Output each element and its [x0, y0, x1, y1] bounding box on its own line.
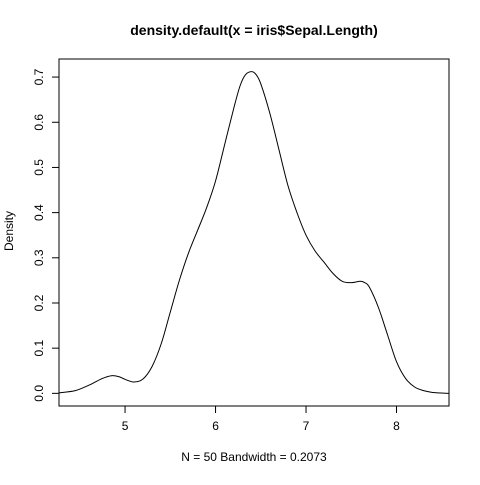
- y-axis-label: Density: [2, 211, 16, 251]
- x-tick-label: 8: [393, 419, 400, 433]
- x-tick-label: 7: [303, 419, 310, 433]
- series-layer: [58, 71, 450, 394]
- y-tick-label: 0.1: [32, 340, 46, 357]
- y-tick-label: 0.6: [32, 114, 46, 131]
- y-tick-label: 0.2: [32, 294, 46, 311]
- y-tick-label: 0.7: [32, 68, 46, 85]
- x-axis: 5 6 7 8: [122, 405, 400, 433]
- x-tick-label: 6: [212, 419, 219, 433]
- y-tick-label: 0.0: [32, 385, 46, 402]
- x-tick-label: 5: [122, 419, 129, 433]
- y-tick-label: 0.4: [32, 204, 46, 221]
- y-axis: 0.0 0.1 0.2 0.3 0.4 0.5 0.6 0.7: [32, 68, 60, 402]
- density-curve: [58, 71, 450, 394]
- chart-title: density.default(x = iris$Sepal.Length): [130, 22, 378, 38]
- x-axis-label: N = 50 Bandwidth = 0.2073: [181, 450, 327, 464]
- y-tick-label: 0.5: [32, 159, 46, 176]
- y-tick-label: 0.3: [32, 249, 46, 266]
